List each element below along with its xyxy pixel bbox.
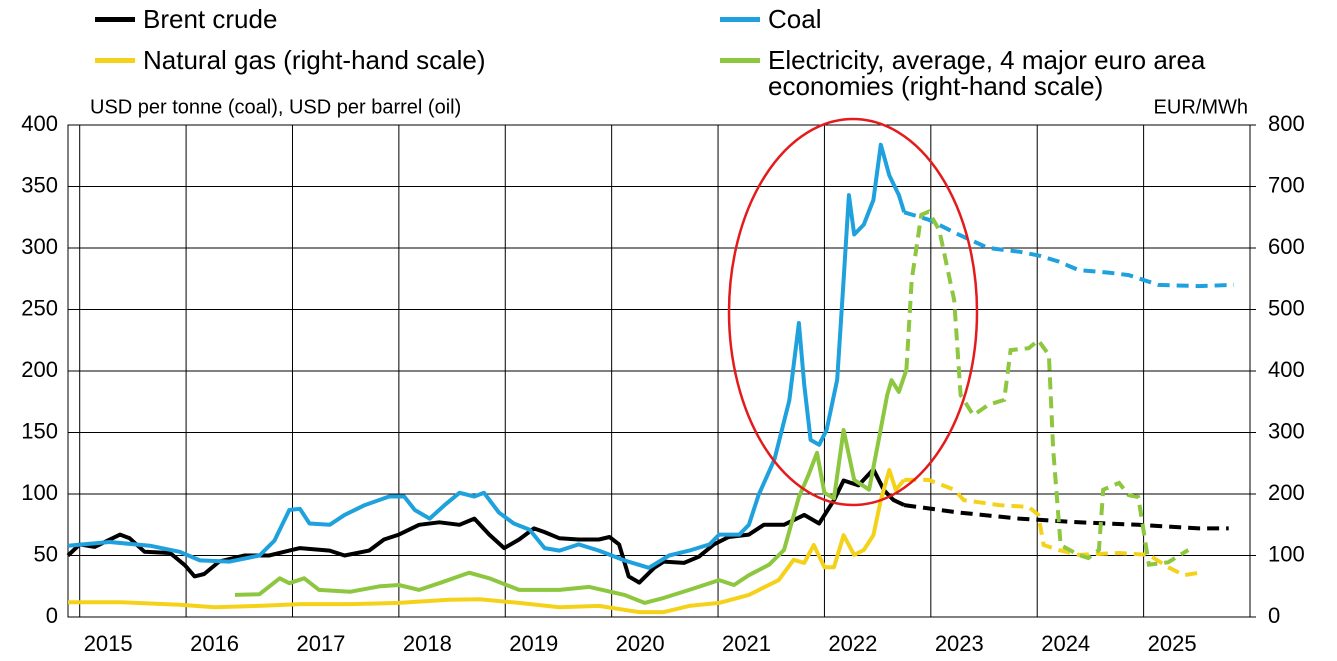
legend-item: Natural gas (right-hand scale) <box>95 47 635 73</box>
y2-tick-label: 700 <box>1268 172 1305 197</box>
y-tick-label: 200 <box>21 357 58 382</box>
y2-tick-label: 200 <box>1268 480 1305 505</box>
y2-tick-label: 300 <box>1268 418 1305 443</box>
y-tick-label: 300 <box>21 234 58 259</box>
series-line <box>68 468 906 615</box>
x-tick-label: 2019 <box>509 631 558 656</box>
y2-axis-title: EUR/MWh <box>1154 96 1248 118</box>
series-line <box>67 142 907 570</box>
legend-item: Coal <box>720 6 1260 32</box>
x-tick-label: 2025 <box>1148 631 1197 656</box>
y-tick-label: 150 <box>21 418 58 443</box>
y-axis-title: USD per tonne (coal), USD per barrel (oi… <box>90 96 461 118</box>
y2-tick-label: 0 <box>1268 603 1280 628</box>
x-tick-label: 2023 <box>935 631 984 656</box>
y-tick-label: 250 <box>21 295 58 320</box>
y-tick-label: 350 <box>21 172 58 197</box>
y2-tick-label: 800 <box>1268 111 1305 136</box>
legend-swatch <box>95 17 135 22</box>
y-tick-label: 400 <box>21 111 58 136</box>
x-tick-label: 2015 <box>84 631 133 656</box>
legend-label: Brent crude <box>143 4 278 34</box>
legend-label: Coal <box>768 4 822 34</box>
x-tick-label: 2016 <box>190 631 239 656</box>
x-tick-label: 2021 <box>722 631 771 656</box>
y-tick-label: 0 <box>46 603 58 628</box>
legend-swatch <box>720 58 760 63</box>
projection-line <box>904 477 1204 578</box>
y-tick-label: 50 <box>34 541 58 566</box>
x-tick-label: 2020 <box>616 631 665 656</box>
legend-label: Natural gas (right-hand scale) <box>143 45 486 75</box>
legend-item: Brent crude <box>95 6 635 32</box>
legend-label: Electricity, average, 4 major euro area … <box>768 45 1206 101</box>
x-tick-label: 2024 <box>1041 631 1090 656</box>
y2-tick-label: 500 <box>1268 295 1305 320</box>
projection-line <box>903 210 1235 289</box>
x-tick-label: 2017 <box>296 631 345 656</box>
y2-tick-label: 100 <box>1268 541 1305 566</box>
projection-line <box>903 503 1229 531</box>
x-tick-label: 2022 <box>828 631 877 656</box>
legend-swatch <box>720 17 760 22</box>
y-tick-label: 100 <box>21 480 58 505</box>
y2-tick-label: 400 <box>1268 357 1305 382</box>
series-line <box>66 467 906 585</box>
legend-item: Electricity, average, 4 major euro area … <box>720 47 1260 99</box>
plot-frame <box>67 124 1251 618</box>
legend-swatch <box>95 58 135 63</box>
y2-tick-label: 600 <box>1268 234 1305 259</box>
x-tick-label: 2018 <box>403 631 452 656</box>
